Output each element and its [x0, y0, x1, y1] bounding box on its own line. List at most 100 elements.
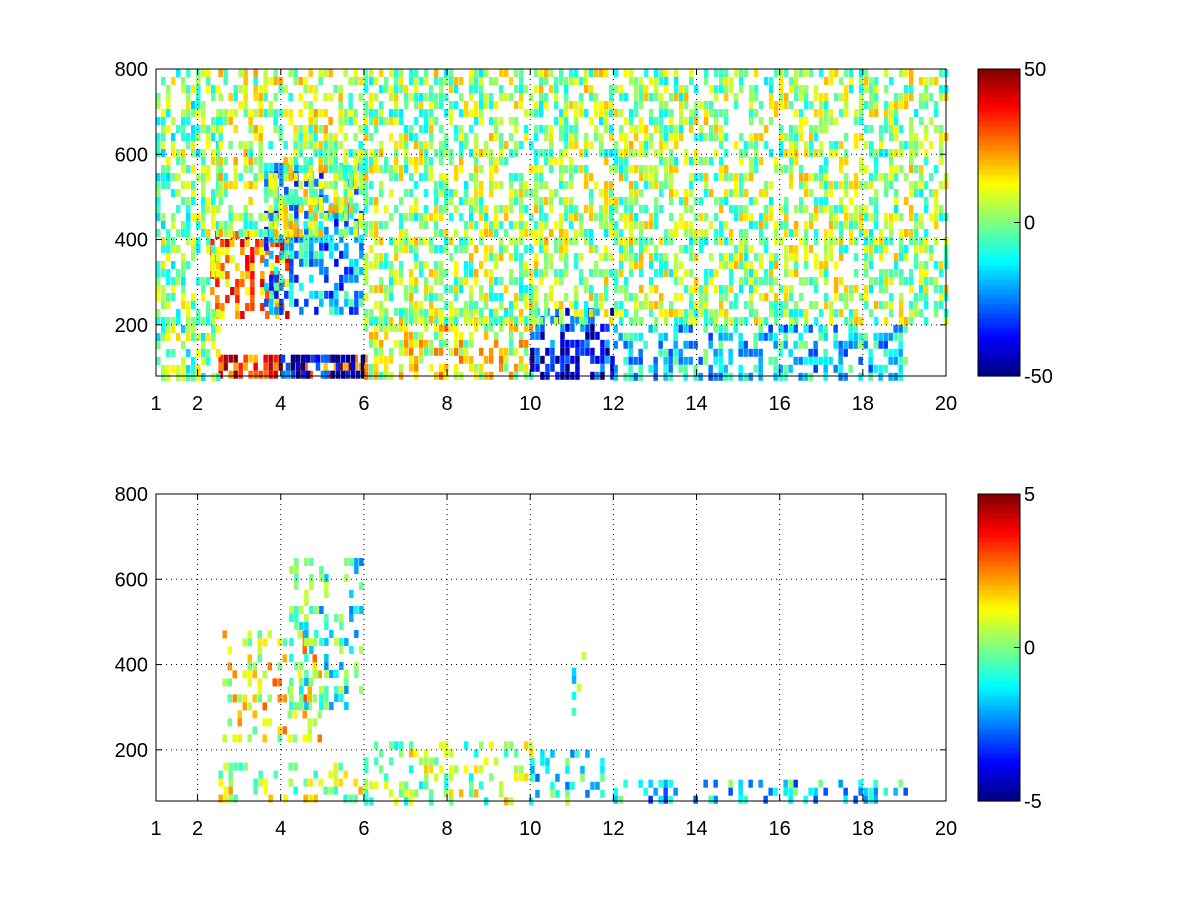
- heatmap-cell: [723, 372, 728, 381]
- heatmap-cell: [868, 787, 873, 796]
- heatmap-cell: [773, 229, 779, 237]
- heatmap-cell: [304, 298, 309, 307]
- heatmap-cell: [433, 69, 439, 77]
- heatmap-cell: [898, 269, 904, 277]
- heatmap-cell: [300, 370, 306, 379]
- heatmap-cell: [578, 229, 584, 237]
- heatmap-cell: [304, 258, 309, 267]
- heatmap-cell: [312, 694, 317, 703]
- heatmap-cell: [349, 274, 354, 283]
- heatmap-cell: [448, 77, 454, 85]
- colorbar-segment: [978, 733, 1020, 740]
- heatmap-cell: [883, 125, 889, 133]
- heatmap-cell: [813, 261, 819, 269]
- heatmap-cell: [723, 69, 729, 77]
- heatmap-cell: [648, 253, 654, 261]
- heatmap-cell: [243, 181, 248, 189]
- heatmap-cell: [448, 189, 454, 197]
- heatmap-cell: [853, 285, 859, 293]
- heatmap-cell: [893, 93, 899, 101]
- heatmap-cell: [171, 365, 176, 373]
- heatmap-cell: [513, 301, 519, 309]
- heatmap-cell: [242, 638, 247, 647]
- heatmap-cell: [743, 69, 749, 77]
- heatmap-cell: [443, 317, 449, 325]
- heatmap-cell: [293, 229, 298, 237]
- heatmap-cell: [738, 317, 744, 325]
- colorbar-segment: [978, 652, 1020, 658]
- heatmap-cell: [176, 173, 181, 181]
- heatmap-cell: [848, 69, 854, 77]
- heatmap-cell: [317, 710, 322, 719]
- colorbar-segment: [978, 121, 1020, 128]
- heatmap-cell: [408, 125, 414, 133]
- heatmap-cell: [613, 324, 618, 333]
- colorbar-segment: [978, 145, 1020, 152]
- colorbar-segment: [978, 777, 1020, 783]
- heatmap-cell: [638, 229, 644, 237]
- heatmap-cell: [575, 749, 580, 758]
- heatmap-cell: [303, 778, 308, 787]
- colorbar-segment: [978, 280, 1020, 286]
- heatmap-cell: [793, 324, 798, 333]
- heatmap-cell: [478, 109, 484, 117]
- heatmap-cell: [353, 69, 358, 77]
- heatmap-cell: [304, 558, 309, 566]
- heatmap-cell: [628, 261, 634, 269]
- heatmap-cell: [678, 133, 684, 141]
- heatmap-cell: [368, 781, 374, 790]
- heatmap-cell: [703, 277, 709, 285]
- heatmap-cell: [738, 364, 743, 373]
- heatmap-cell: [156, 285, 161, 293]
- heatmap-cell: [363, 221, 369, 229]
- heatmap-cell: [908, 157, 914, 165]
- heatmap-cell: [328, 786, 333, 795]
- heatmap-cell: [508, 221, 514, 229]
- heatmap-cell: [433, 149, 439, 157]
- heatmap-cell: [354, 234, 359, 243]
- heatmap-cell: [353, 221, 358, 229]
- heatmap-cell: [368, 309, 374, 317]
- heatmap-cell: [273, 354, 278, 363]
- heatmap-cell: [530, 765, 535, 774]
- colorbar-segment: [978, 227, 1020, 233]
- heatmap-cell: [277, 734, 282, 743]
- heatmap-cell: [458, 355, 464, 364]
- heatmap-cell: [898, 277, 904, 285]
- heatmap-cell: [328, 205, 333, 213]
- heatmap-cell: [334, 290, 339, 299]
- heatmap-cell: [423, 77, 429, 85]
- heatmap-cell: [718, 372, 723, 381]
- heatmap-cell: [663, 364, 668, 373]
- heatmap-cell: [423, 93, 429, 101]
- heatmap-cell: [272, 678, 277, 687]
- heatmap-cell: [248, 213, 253, 221]
- heatmap-cell: [828, 77, 834, 85]
- heatmap-cell: [358, 149, 363, 157]
- heatmap-cell: [543, 301, 549, 309]
- heatmap-cell: [264, 178, 269, 187]
- heatmap-cell: [413, 133, 419, 141]
- heatmap-cell: [303, 794, 308, 803]
- heatmap-cell: [273, 229, 278, 237]
- heatmap-cell: [285, 370, 291, 379]
- heatmap-cell: [728, 77, 734, 85]
- heatmap-cell: [748, 301, 754, 309]
- heatmap-cell: [908, 317, 914, 325]
- heatmap-cell: [600, 347, 605, 356]
- heatmap-cell: [329, 298, 334, 307]
- heatmap-cell: [753, 133, 759, 141]
- heatmap-cell: [166, 269, 171, 277]
- colorbar-segment: [978, 546, 1020, 553]
- heatmap-cell: [538, 93, 544, 101]
- heatmap-cell: [354, 186, 359, 195]
- heatmap-cell: [161, 117, 166, 125]
- heatmap-cell: [883, 69, 889, 77]
- heatmap-cell: [793, 245, 799, 253]
- heatmap-cell: [218, 141, 223, 149]
- heatmap-cell: [313, 794, 318, 803]
- heatmap-cell: [608, 205, 614, 213]
- heatmap-cell: [253, 85, 258, 93]
- colorbar-segment: [978, 299, 1020, 305]
- heatmap-cell: [349, 298, 354, 307]
